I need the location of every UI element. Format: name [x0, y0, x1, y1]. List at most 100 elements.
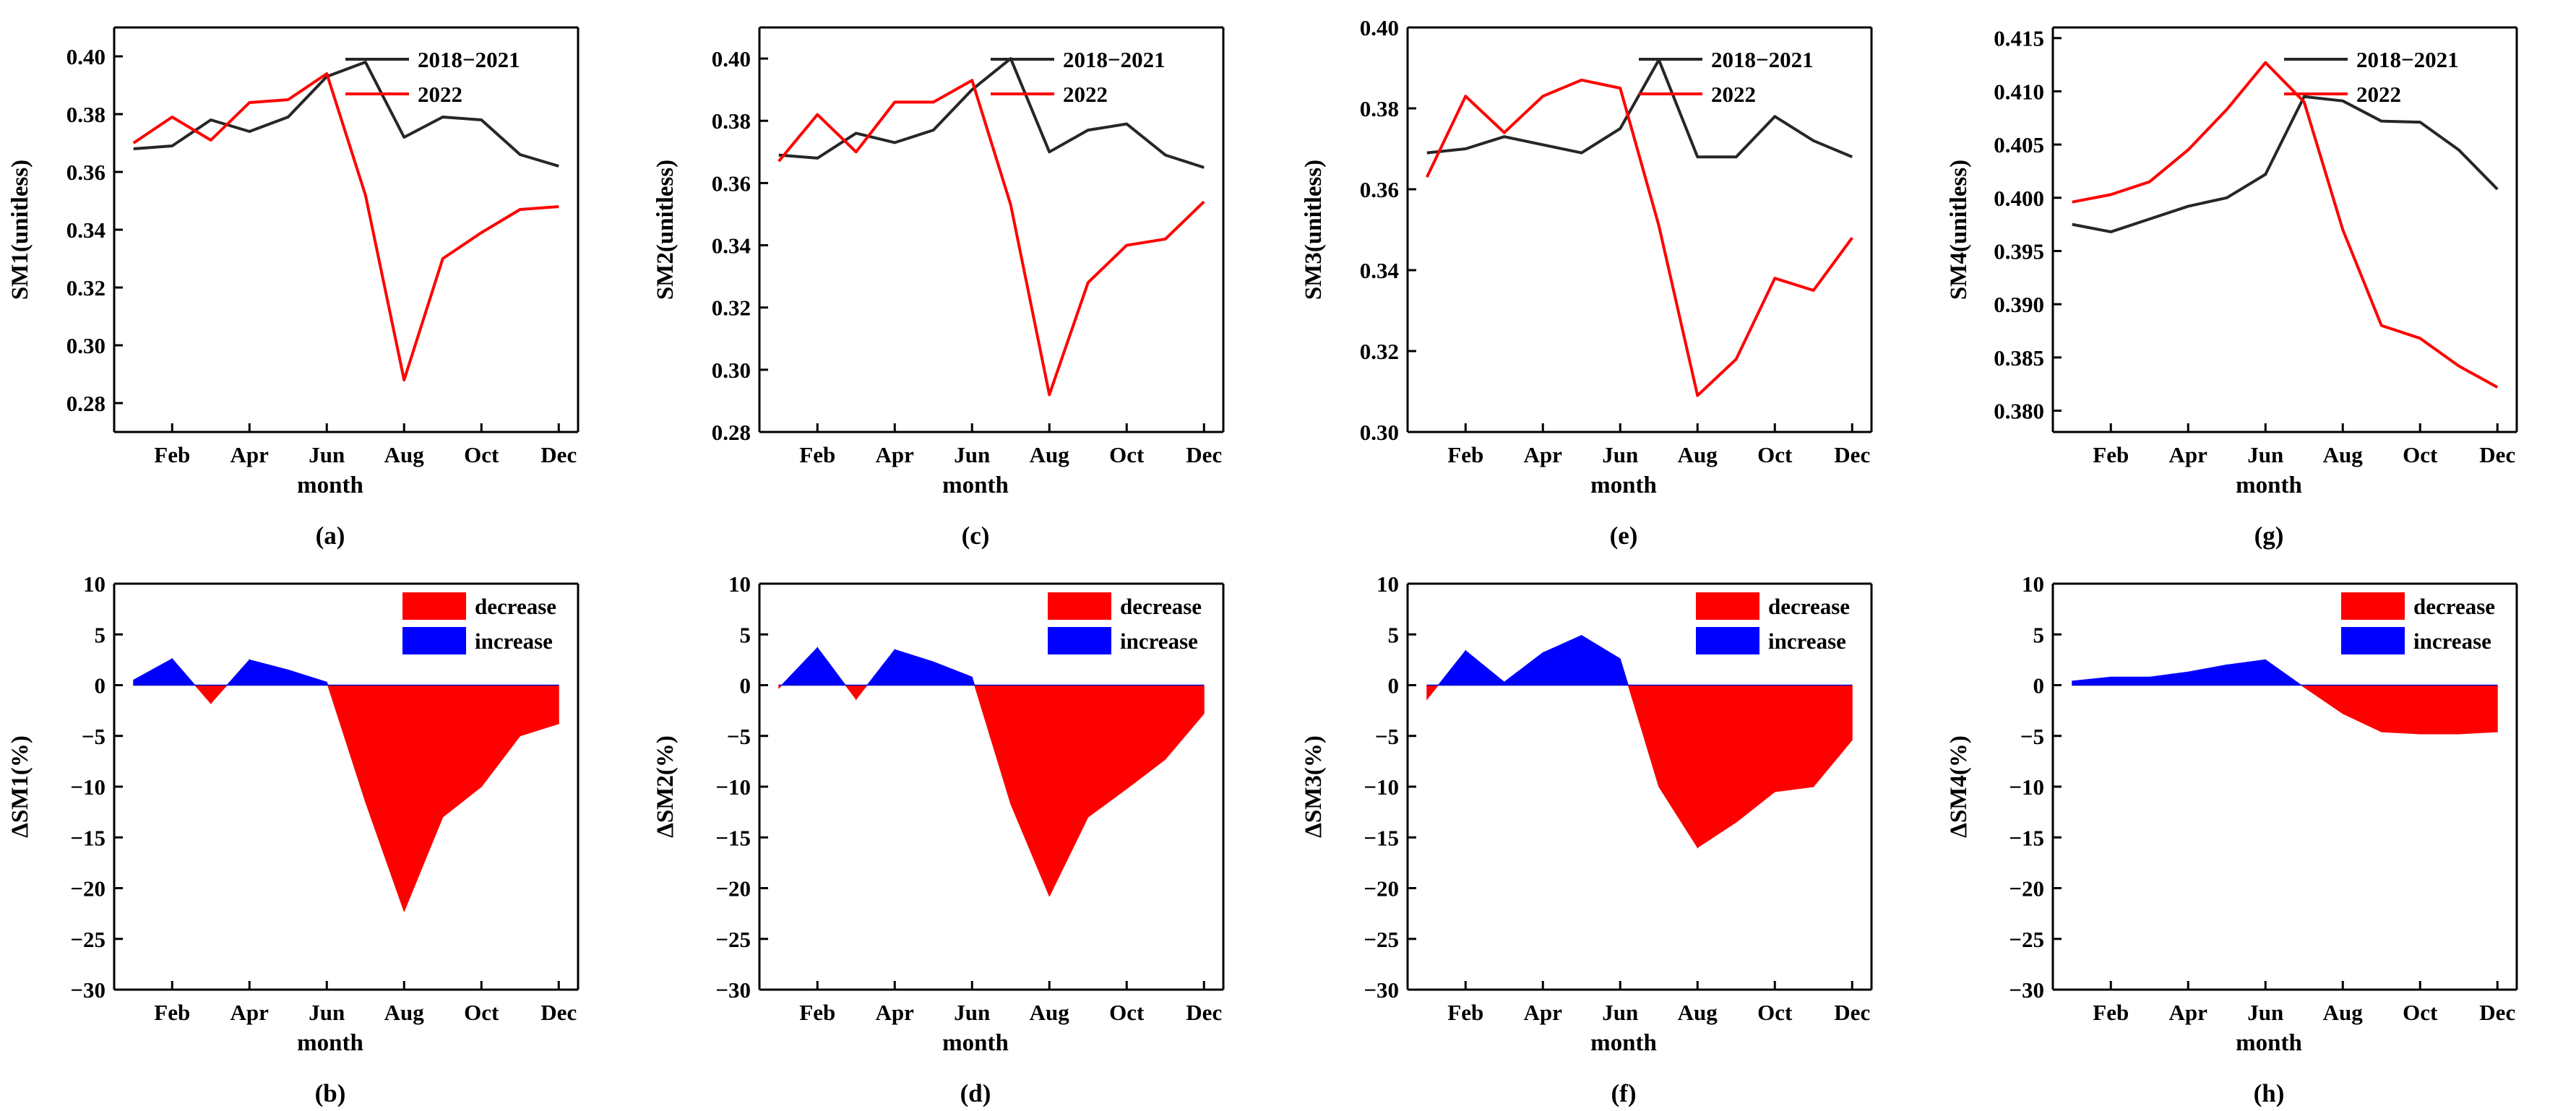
legend-label-baseline: 2018−2021: [2356, 47, 2459, 72]
x-tick-label: Aug: [1678, 442, 1718, 467]
y-tick-label: −20: [715, 876, 751, 902]
y-tick-label: 5: [95, 622, 106, 647]
chart-panel-h: decrease increase −30 −25 −20 −15 −10 −5 0 5 10 Feb…: [1946, 571, 2518, 1107]
series-line-baseline: [778, 57, 1205, 169]
y-tick-label: −25: [70, 927, 105, 952]
y-tick-label: 0.36: [1360, 177, 1399, 202]
x-tick-label: Feb: [799, 442, 835, 467]
increase-area: [249, 659, 289, 686]
decrease-area: [442, 685, 482, 818]
increase-area: [1542, 634, 1582, 686]
x-tick-label: Aug: [384, 442, 425, 467]
legend-label-increase: increase: [1120, 628, 1198, 654]
x-tick-label: Jun: [1602, 442, 1638, 467]
x-axis-title: month: [2236, 472, 2302, 498]
x-tick-label: Apr: [876, 1000, 915, 1025]
x-tick-label: Oct: [464, 1000, 499, 1025]
decrease-area: [1010, 685, 1050, 896]
legend-label-2022: 2022: [1711, 82, 1756, 107]
increase-area: [1581, 634, 1621, 686]
x-tick-label: Aug: [2323, 442, 2364, 467]
legend-swatch-decrease: [1696, 592, 1759, 620]
legend-label-decrease: decrease: [1768, 594, 1850, 619]
y-tick-label: 0.390: [1994, 292, 2044, 317]
y-tick-label: 5: [2033, 622, 2045, 647]
legend-label-baseline: 2018−2021: [418, 47, 520, 72]
y-tick-label: 10: [1377, 571, 1399, 597]
panel-label: (e): [1610, 522, 1638, 550]
legend-swatch-increase: [2341, 627, 2405, 654]
decrease-area: [1426, 685, 1439, 701]
decrease-area: [1165, 685, 1205, 761]
y-axis-title: ΔSM3(%): [1301, 735, 1327, 838]
y-tick-label: −30: [715, 977, 751, 1003]
increase-area: [971, 677, 975, 686]
y-tick-label: 0.405: [1994, 132, 2044, 157]
chart-panel-c: 2018−2021 2022 0.28 0.30 0.32 0.34 0.36 0.38 0.4…: [652, 26, 1225, 550]
decrease-area: [2304, 685, 2343, 714]
y-tick-label: −25: [715, 927, 751, 952]
panel-label: (f): [1611, 1079, 1637, 1107]
increase-area: [1437, 649, 1466, 686]
x-tick-label: Feb: [1447, 1000, 1483, 1025]
increase-area: [1504, 652, 1543, 686]
series-line-baseline: [133, 61, 559, 168]
x-tick-label: Feb: [2093, 1000, 2129, 1025]
x-axis-title: month: [2236, 1030, 2302, 1056]
y-tick-label: −10: [715, 774, 751, 800]
x-tick-label: Dec: [540, 442, 577, 467]
y-tick-label: −5: [2020, 724, 2044, 749]
y-tick-label: −5: [1375, 724, 1399, 749]
y-tick-label: −30: [2009, 977, 2044, 1003]
chart-panel-f: decrease increase −30 −25 −20 −15 −10 −5 0 5 10 Feb…: [1301, 571, 1873, 1107]
decrease-area: [1126, 685, 1166, 790]
increase-area: [2072, 676, 2111, 686]
legend-swatch-decrease: [2341, 592, 2405, 620]
series-line-baseline: [2072, 95, 2499, 233]
increase-area: [780, 647, 818, 686]
increase-area: [817, 647, 847, 686]
series-line-2022: [777, 79, 1205, 397]
x-tick-label: Dec: [1834, 442, 1870, 467]
y-tick-label: −15: [70, 825, 105, 850]
y-tick-label: −30: [1364, 977, 1399, 1003]
increase-area: [226, 659, 250, 686]
chart-panel-d: decrease increase −30 −25 −20 −15 −10 −5 0 5 10 Feb…: [652, 571, 1225, 1107]
x-tick-label: Aug: [1030, 442, 1070, 467]
legend-label-2022: 2022: [1063, 82, 1108, 107]
legend-label-increase: increase: [475, 628, 553, 654]
y-tick-label: 0.38: [66, 102, 105, 127]
y-tick-label: −10: [2009, 774, 2044, 800]
legend-label-2022: 2022: [2356, 82, 2401, 107]
x-tick-label: Dec: [2479, 442, 2515, 467]
y-axis-title: ΔSM4(%): [1946, 735, 1972, 838]
legend-swatch-increase: [402, 627, 466, 654]
x-tick-label: Dec: [1186, 1000, 1222, 1025]
y-tick-label: 0.34: [66, 217, 105, 243]
legend-label-decrease: decrease: [2413, 594, 2495, 619]
series-line-2022: [132, 72, 559, 381]
increase-area: [1619, 658, 1629, 686]
x-tick-label: Feb: [1447, 442, 1483, 467]
y-tick-label: 0.410: [1994, 79, 2044, 104]
y-tick-label: 0: [95, 673, 106, 699]
chart-panel-e: 2018−2021 2022 0.30 0.32 0.34 0.36 0.38 0.40 Feb…: [1301, 15, 1873, 550]
y-tick-label: 0.40: [66, 44, 105, 69]
legend-label-increase: increase: [1768, 628, 1846, 654]
decrease-area: [1697, 685, 1737, 849]
decrease-area: [520, 685, 559, 737]
x-axis-title: month: [942, 1030, 1009, 1056]
y-tick-label: 0.28: [712, 420, 751, 445]
increase-area: [2149, 671, 2189, 686]
x-tick-label: Apr: [231, 442, 270, 467]
decrease-area: [365, 685, 405, 912]
y-tick-label: 0.30: [712, 358, 751, 383]
y-tick-label: −5: [727, 724, 751, 749]
y-tick-label: 5: [1388, 622, 1400, 647]
increase-area: [894, 649, 934, 686]
decrease-area: [856, 685, 869, 701]
y-axis-title: SM2(unitless): [652, 160, 679, 300]
decrease-area: [1774, 685, 1814, 792]
y-axis-title: ΔSM1(%): [7, 735, 33, 838]
